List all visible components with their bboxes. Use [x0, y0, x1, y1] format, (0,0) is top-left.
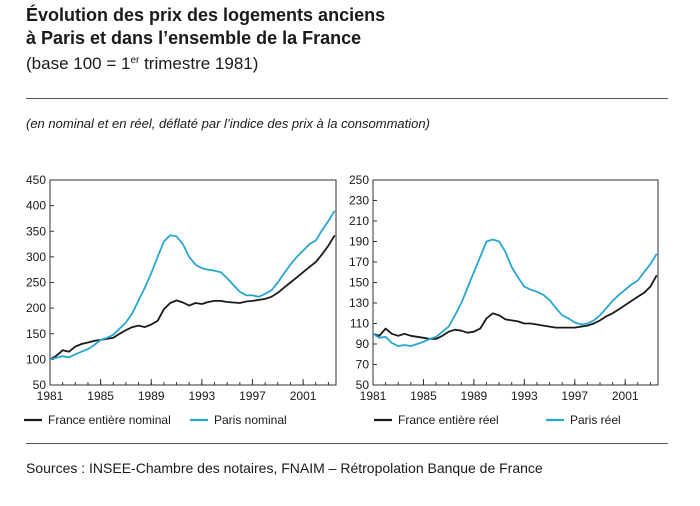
y-tick-label: 210 [349, 214, 369, 228]
y-tick-label: 70 [356, 358, 370, 372]
legend-label: Paris réel [570, 413, 621, 427]
plot-frame [372, 179, 659, 386]
y-tick-label: 100 [26, 352, 46, 366]
y-tick-label: 50 [356, 378, 370, 392]
x-tick-label: 1993 [189, 389, 216, 403]
chart-title: Évolution des prix des logements anciens… [26, 4, 686, 75]
title-line-2: à Paris et dans l’ensemble de la France [26, 28, 362, 48]
legend-label: France entière nominal [48, 413, 171, 427]
top-divider [26, 98, 668, 99]
subtitle-note: (en nominal et en réel, déflaté par l’in… [26, 116, 430, 131]
series-line-1 [372, 238, 658, 348]
base-suffix: trimestre 1981) [139, 54, 259, 73]
y-tick-label: 90 [356, 337, 370, 351]
x-tick-label: 2001 [290, 389, 317, 403]
x-tick-label: 2001 [612, 389, 639, 403]
series-line-1 [49, 210, 336, 361]
y-tick-label: 250 [349, 173, 369, 187]
y-tick-label: 230 [349, 194, 369, 208]
chart-nominal: 50 100 150 200 250 300 350 400 450 1981 1985 1989 19… [24, 173, 337, 427]
x-tick-label: 1989 [461, 389, 488, 403]
x-tick-label: 1993 [511, 389, 538, 403]
base-sup: er [130, 55, 140, 66]
y-tick-label: 150 [26, 327, 46, 341]
bottom-divider [26, 443, 668, 444]
base-note: (base 100 = 1er trimestre 1981) [26, 50, 686, 75]
legend-label: France entière réel [398, 413, 499, 427]
y-tick-label: 400 [26, 199, 46, 213]
series-line-0 [372, 274, 658, 340]
y-tick-label: 130 [349, 296, 369, 310]
y-tick-label: 50 [33, 378, 47, 392]
sources-note: Sources : INSEE-Chambre des notaires, FN… [26, 460, 543, 476]
y-tick-label: 170 [349, 255, 369, 269]
y-tick-label: 200 [26, 301, 46, 315]
x-tick-label: 1997 [561, 389, 588, 403]
y-tick-label: 450 [26, 173, 46, 187]
y-tick-label: 190 [349, 235, 369, 249]
y-tick-label: 110 [350, 317, 369, 331]
x-tick-label: 1981 [37, 389, 64, 403]
x-tick-label: 1981 [360, 389, 387, 403]
base-prefix: (base 100 = 1 [26, 54, 131, 73]
y-tick-label: 350 [26, 224, 46, 238]
plot-frame [49, 179, 337, 386]
x-tick-label: 1985 [410, 389, 437, 403]
y-tick-label: 250 [26, 276, 46, 290]
series-line-0 [49, 234, 336, 361]
chart-real: 50 70 90 110 130 150 170 190 210 230 250 1981 1985 19… [349, 173, 659, 427]
y-tick-label: 300 [26, 250, 46, 264]
x-tick-label: 1997 [239, 389, 266, 403]
y-tick-label: 150 [349, 276, 369, 290]
legend-label: Paris nominal [214, 413, 287, 427]
title-line-1: Évolution des prix des logements anciens [26, 5, 386, 25]
x-tick-label: 1989 [138, 389, 165, 403]
x-tick-label: 1985 [87, 389, 114, 403]
